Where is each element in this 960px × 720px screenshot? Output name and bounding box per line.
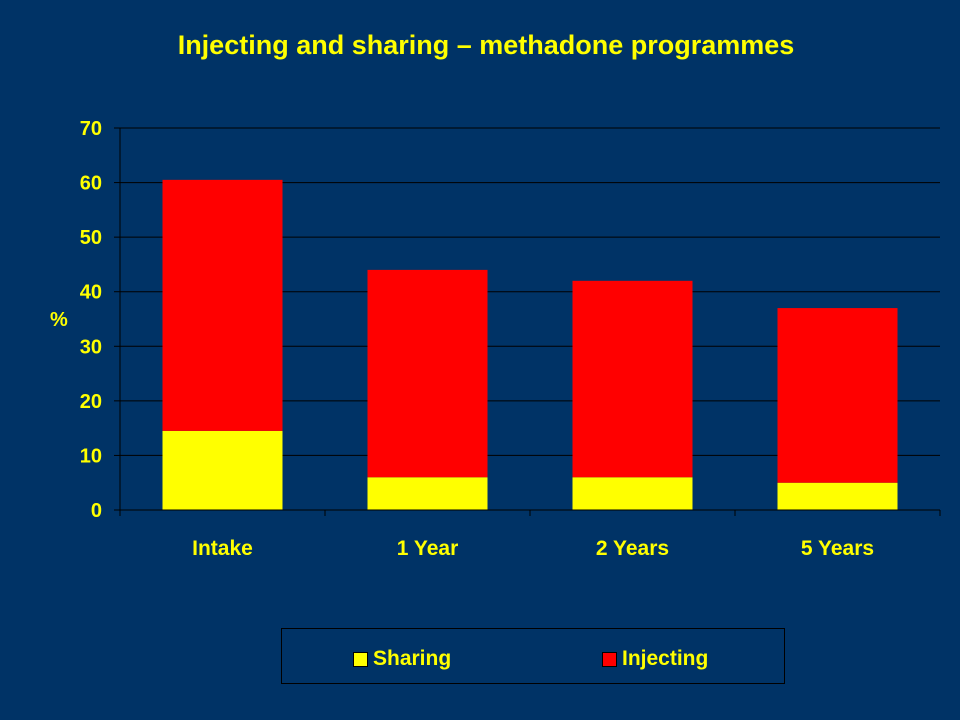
- x-tick-label: 5 Years: [801, 537, 874, 560]
- x-tick-label: 1 Year: [397, 537, 459, 560]
- legend-label-sharing: Sharing: [373, 647, 452, 670]
- axes: [114, 127, 941, 516]
- legend-item-injecting: Injecting: [602, 647, 708, 671]
- y-tick-label: 50: [80, 227, 102, 249]
- y-tick-label: 70: [80, 118, 102, 140]
- bars: [162, 179, 898, 510]
- y-axis-label: %: [50, 309, 68, 331]
- y-tick-label: 30: [80, 336, 102, 358]
- bar-injecting-0: [162, 179, 283, 431]
- bar-injecting-2: [572, 280, 693, 478]
- legend-swatch-injecting: [602, 651, 617, 667]
- bar-injecting-1: [367, 269, 488, 478]
- bar-sharing-1: [367, 477, 488, 510]
- chart-title: Injecting and sharing – methadone progra…: [177, 30, 795, 60]
- bar-sharing-0: [162, 430, 283, 510]
- legend-label-injecting: Injecting: [622, 647, 709, 670]
- bar-sharing-3: [777, 482, 898, 510]
- y-tick-label: 0: [91, 500, 102, 522]
- y-tick-label: 10: [80, 445, 102, 467]
- y-tick-labels: 0 10 20 30 40 50 60 70: [80, 118, 102, 522]
- legend-item-sharing: Sharing: [353, 647, 451, 671]
- legend: Sharing Injecting: [281, 628, 785, 684]
- bar-sharing-2: [572, 477, 693, 510]
- bar-injecting-3: [777, 308, 898, 483]
- legend-swatch-sharing: [353, 651, 368, 667]
- x-tick-labels: Intake 1 Year 2 Years 5 Years: [192, 537, 874, 560]
- x-tick-label: 2 Years: [596, 537, 669, 560]
- y-tick-label: 20: [80, 391, 102, 413]
- y-tick-label: 60: [80, 173, 102, 195]
- y-tick-label: 40: [80, 282, 102, 304]
- x-tick-label: Intake: [192, 537, 253, 560]
